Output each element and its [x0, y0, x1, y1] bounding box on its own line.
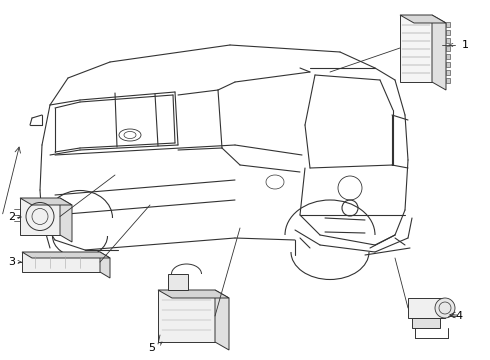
Polygon shape: [20, 198, 60, 235]
Polygon shape: [446, 38, 450, 43]
Polygon shape: [446, 30, 450, 35]
Polygon shape: [215, 290, 229, 350]
Polygon shape: [60, 198, 72, 242]
Text: 4: 4: [455, 311, 462, 321]
Text: 5: 5: [148, 343, 155, 353]
Polygon shape: [446, 22, 450, 27]
Polygon shape: [168, 274, 188, 290]
Polygon shape: [20, 198, 72, 205]
Text: 1: 1: [462, 40, 469, 50]
Polygon shape: [432, 15, 446, 90]
Polygon shape: [400, 15, 446, 23]
Text: 3: 3: [8, 257, 15, 267]
Polygon shape: [100, 252, 110, 278]
Polygon shape: [446, 46, 450, 51]
Polygon shape: [446, 54, 450, 59]
Polygon shape: [400, 15, 432, 82]
Polygon shape: [158, 290, 215, 342]
Polygon shape: [408, 298, 445, 318]
Polygon shape: [158, 290, 229, 298]
Polygon shape: [446, 70, 450, 75]
Polygon shape: [22, 252, 110, 258]
Polygon shape: [446, 62, 450, 67]
Text: 2: 2: [8, 212, 15, 222]
Circle shape: [435, 298, 455, 318]
Polygon shape: [446, 78, 450, 83]
Polygon shape: [412, 318, 440, 328]
Polygon shape: [22, 252, 100, 272]
